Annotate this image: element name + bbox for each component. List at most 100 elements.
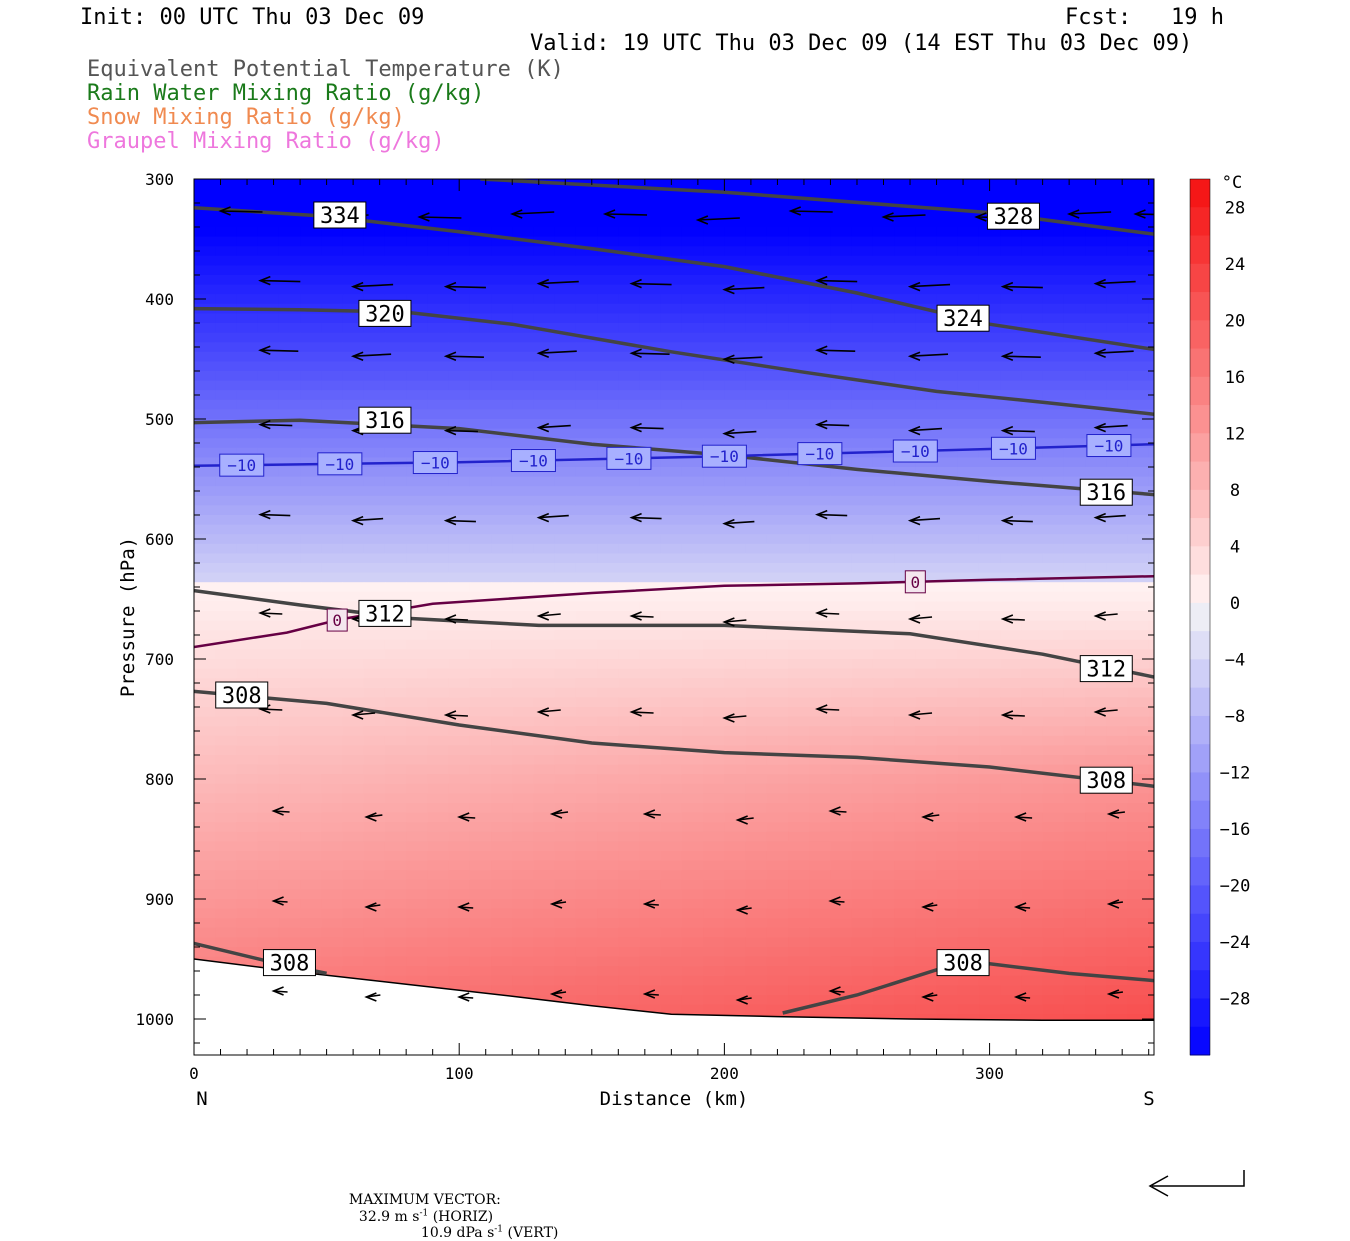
temperature-cell bbox=[618, 630, 641, 641]
temperature-cell bbox=[703, 284, 725, 295]
temperature-cell bbox=[469, 678, 492, 689]
temperature-cell bbox=[406, 371, 428, 382]
temperature-cell bbox=[1063, 975, 1086, 986]
temperature-cell bbox=[236, 323, 259, 334]
temperature-cell bbox=[512, 735, 534, 746]
temperature-cell bbox=[194, 572, 216, 583]
temperature-cell bbox=[278, 793, 301, 804]
wind-vector-arrow bbox=[629, 278, 672, 289]
colorbar-swatch bbox=[1190, 744, 1210, 773]
temperature-cell bbox=[766, 227, 789, 238]
temperature-cell bbox=[660, 591, 683, 602]
temperature-cell bbox=[321, 755, 344, 766]
temperature-cell bbox=[745, 735, 768, 746]
temperature-cell bbox=[300, 534, 322, 545]
temperature-cell bbox=[1106, 745, 1128, 756]
temperature-cell bbox=[639, 755, 662, 766]
temperature-cell bbox=[788, 774, 810, 785]
temperature-cell bbox=[300, 380, 322, 391]
temperature-cell bbox=[236, 937, 259, 948]
temperature-cell bbox=[278, 351, 301, 362]
temperature-cell bbox=[597, 303, 619, 314]
temperature-cell bbox=[597, 630, 619, 641]
temperature-cell bbox=[469, 179, 492, 190]
temperature-cell bbox=[1127, 639, 1150, 650]
temperature-cell bbox=[1085, 927, 1107, 938]
temperature-cell bbox=[554, 755, 577, 766]
temperature-cell bbox=[597, 937, 619, 948]
temperature-cell bbox=[618, 438, 641, 449]
temperature-label: −10 bbox=[805, 445, 834, 464]
temperature-cell bbox=[427, 188, 450, 199]
wind-vector-arrow bbox=[722, 428, 757, 439]
temperature-cell bbox=[406, 908, 428, 919]
temperature-cell bbox=[766, 1004, 789, 1015]
temperature-cell bbox=[957, 716, 980, 727]
temperature-cell bbox=[639, 246, 662, 257]
temperature-cell bbox=[1021, 975, 1044, 986]
temperature-cell bbox=[894, 745, 916, 756]
temperature-cell bbox=[278, 188, 301, 199]
temperature-cell bbox=[788, 707, 810, 718]
temperature-cell bbox=[406, 764, 428, 775]
temperature-cell bbox=[660, 361, 683, 372]
temperature-cell bbox=[575, 505, 598, 516]
temperature-cell bbox=[406, 476, 428, 487]
colorbar-swatch bbox=[1190, 602, 1210, 632]
wind-vector-arrow bbox=[417, 212, 462, 222]
temperature-cell bbox=[278, 313, 301, 324]
temperature-cell bbox=[215, 745, 237, 756]
theta-e-label: 308 bbox=[270, 952, 310, 977]
temperature-cell bbox=[257, 553, 280, 564]
temperature-cell bbox=[278, 534, 301, 545]
temperature-cell bbox=[830, 620, 853, 631]
temperature-cell bbox=[936, 351, 959, 362]
temperature-cell bbox=[894, 313, 916, 324]
temperature-cell bbox=[851, 735, 874, 746]
temperature-cell bbox=[703, 975, 725, 986]
temperature-cell bbox=[1127, 985, 1150, 996]
temperature-cell bbox=[660, 764, 683, 775]
temperature-cell bbox=[342, 380, 365, 391]
temperature-cell bbox=[321, 361, 344, 372]
temperature-cell bbox=[575, 870, 598, 881]
temperature-cell bbox=[618, 534, 641, 545]
temperature-cell bbox=[851, 668, 874, 679]
temperature-cell bbox=[830, 985, 853, 996]
temperature-cell bbox=[342, 620, 365, 631]
temperature-cell bbox=[342, 332, 365, 343]
temperature-cell bbox=[724, 351, 747, 362]
temperature-cell bbox=[745, 879, 768, 890]
temperature-cell bbox=[384, 927, 407, 938]
temperature-cell bbox=[300, 659, 322, 670]
temperature-cell bbox=[1042, 774, 1065, 785]
temperature-cell bbox=[830, 918, 853, 929]
theta-e-label-box bbox=[358, 599, 412, 627]
temperature-cell bbox=[1000, 649, 1022, 660]
temperature-cell bbox=[575, 323, 598, 334]
temperature-cell bbox=[448, 284, 471, 295]
temperature-cell bbox=[957, 371, 980, 382]
temperature-cell bbox=[1106, 515, 1128, 526]
temperature-cell bbox=[809, 409, 831, 420]
temperature-cell bbox=[300, 294, 322, 305]
temperature-cell bbox=[406, 630, 428, 641]
temperature-cell bbox=[512, 409, 534, 420]
temperature-cell bbox=[597, 678, 619, 689]
temperature-cell bbox=[1021, 937, 1044, 948]
temperature-cell bbox=[1085, 351, 1107, 362]
wind-vector-arrow bbox=[536, 278, 579, 289]
temperature-cell bbox=[724, 505, 747, 516]
temperature-cell bbox=[872, 217, 895, 228]
temperature-cell bbox=[703, 860, 725, 871]
temperature-cell bbox=[1085, 956, 1107, 967]
temperature-cell bbox=[278, 467, 301, 478]
temperature-cell bbox=[1000, 668, 1022, 679]
temperature-cell bbox=[469, 947, 492, 958]
temperature-cell bbox=[236, 524, 259, 535]
temperature-cell bbox=[215, 918, 237, 929]
temperature-cell bbox=[766, 697, 789, 708]
temperature-cell bbox=[406, 860, 428, 871]
temperature-cell bbox=[703, 188, 725, 199]
temperature-cell bbox=[215, 937, 237, 948]
